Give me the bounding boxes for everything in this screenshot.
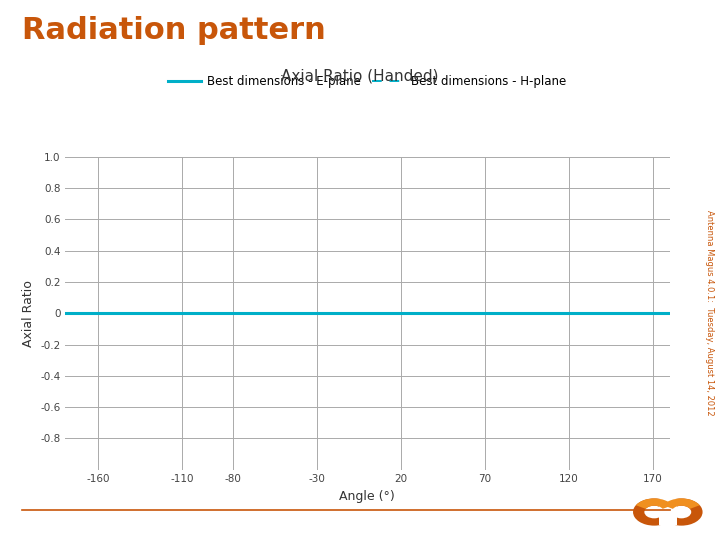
Text: Antenna Magus 4.0.1:  Tuesday, August 14, 2012: Antenna Magus 4.0.1: Tuesday, August 14,… bbox=[705, 211, 714, 416]
Legend: Best dimensions - E-plane, Best dimensions - H-plane: Best dimensions - E-plane, Best dimensio… bbox=[163, 70, 572, 92]
X-axis label: Angle (°): Angle (°) bbox=[339, 490, 395, 503]
Wedge shape bbox=[636, 498, 672, 509]
Wedge shape bbox=[663, 498, 700, 509]
Wedge shape bbox=[633, 498, 675, 525]
Circle shape bbox=[672, 505, 691, 518]
Circle shape bbox=[644, 505, 664, 518]
Wedge shape bbox=[660, 498, 703, 525]
Bar bbox=[659, 500, 677, 525]
Y-axis label: Axial Ratio: Axial Ratio bbox=[22, 280, 35, 347]
Text: Axial Ratio (Handed): Axial Ratio (Handed) bbox=[282, 69, 438, 84]
Text: Radiation pattern: Radiation pattern bbox=[22, 16, 325, 45]
